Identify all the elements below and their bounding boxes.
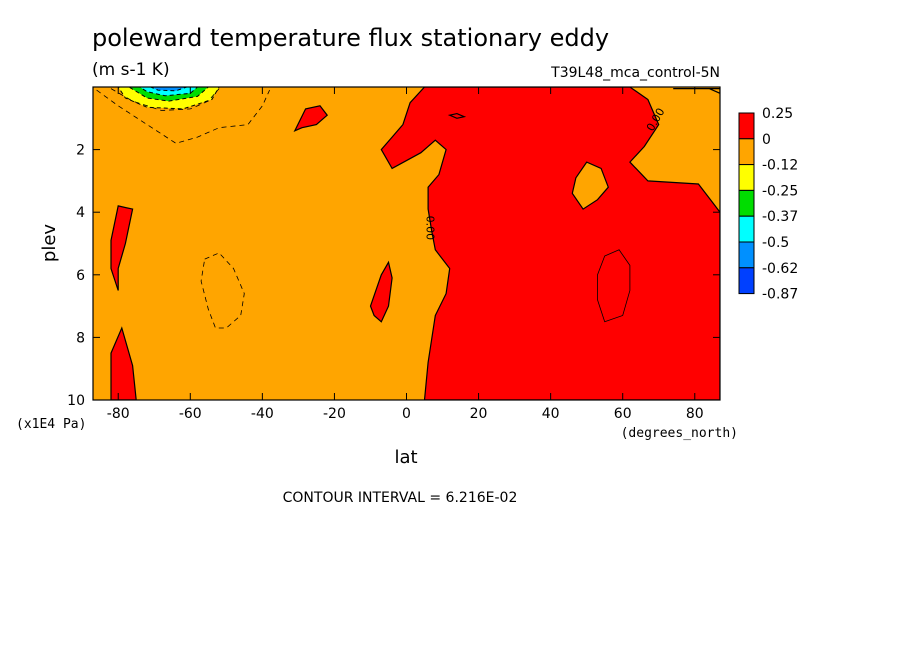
contour-label-0: 0.00: [423, 216, 436, 241]
y-axis-label: plev: [39, 224, 60, 263]
red-island-30S: [293, 105, 329, 132]
colorbar-swatch: [738, 138, 755, 166]
x-tick-label: 20: [470, 406, 488, 422]
red-island-80S-mid: [110, 205, 134, 291]
y-tick-label: 6: [76, 268, 85, 284]
negative-cell-65S-top-level-3: [150, 87, 187, 92]
colorbar-swatch: [738, 241, 755, 269]
plot-area: 0.000.00: [92, 86, 721, 401]
colorbar-label: -0.12: [762, 158, 798, 174]
y-tick-label: 10: [67, 393, 85, 409]
red-island-8S: [369, 260, 393, 323]
y-axis-ticks: 2 4 6 8 10: [67, 143, 720, 409]
units-label: (m s-1 K): [92, 60, 170, 80]
orange-island-45N: [571, 161, 609, 210]
colorbar-label: -0.87: [762, 287, 798, 303]
contours-layer: [96, 88, 631, 329]
y-tick-label: 2: [76, 143, 85, 159]
x-tick-label: -20: [323, 406, 346, 422]
positive-flux-northern-hemisphere: [380, 87, 720, 400]
contour-interval: CONTOUR INTERVAL = 6.216E-02: [283, 490, 518, 506]
colorbar-swatch: [738, 267, 755, 295]
x-tick-label: -40: [251, 406, 274, 422]
x-unit-label: (degrees_north): [621, 426, 738, 441]
negative-cell-65S-top-level-2: [138, 87, 199, 97]
x-axis-ticks: -80 -60 -40 -20 0 20 40 60 80: [107, 87, 704, 422]
x-tick-label: 0: [402, 406, 411, 422]
x-axis-label: lat: [394, 447, 417, 468]
x-tick-label: -80: [107, 406, 130, 422]
regions-layer: [93, 87, 720, 400]
colorbar-swatch: [738, 112, 755, 140]
x-tick-label: 40: [542, 406, 560, 422]
colorbar-label: -0.5: [762, 235, 789, 251]
x-tick-label: 60: [614, 406, 632, 422]
figure-title: poleward temperature flux stationary edd…: [92, 24, 609, 52]
colorbar-swatch: [738, 215, 755, 243]
orange-island-north-pole: [673, 87, 720, 94]
colorbar: 0.25 0 -0.12 -0.25 -0.37 -0.5 -0.62 -0.87: [738, 106, 798, 303]
red-island-15N-top: [447, 112, 467, 119]
y-tick-label: 8: [76, 330, 85, 346]
red-island-80S-bottom: [110, 326, 137, 400]
colorbar-swatch: [738, 189, 755, 217]
y-unit-label: (x1E4 Pa): [16, 417, 86, 432]
negative-contour-upper-inner: [110, 88, 220, 111]
colorbar-label: -0.25: [762, 183, 798, 199]
colorbar-label: -0.37: [762, 209, 798, 225]
colorbar-swatch: [738, 164, 755, 191]
y-tick-label: 4: [76, 205, 85, 221]
x-tick-label: -60: [179, 406, 202, 422]
negative-cell-55N: [597, 249, 631, 323]
colorbar-label: 0: [762, 132, 771, 148]
colorbar-label: 0.25: [762, 106, 793, 122]
x-tick-label: 80: [686, 406, 704, 422]
negative-contour-upper: [96, 89, 270, 144]
colorbar-label: -0.62: [762, 261, 798, 277]
run-label: T39L48_mca_control-5N: [550, 65, 720, 81]
